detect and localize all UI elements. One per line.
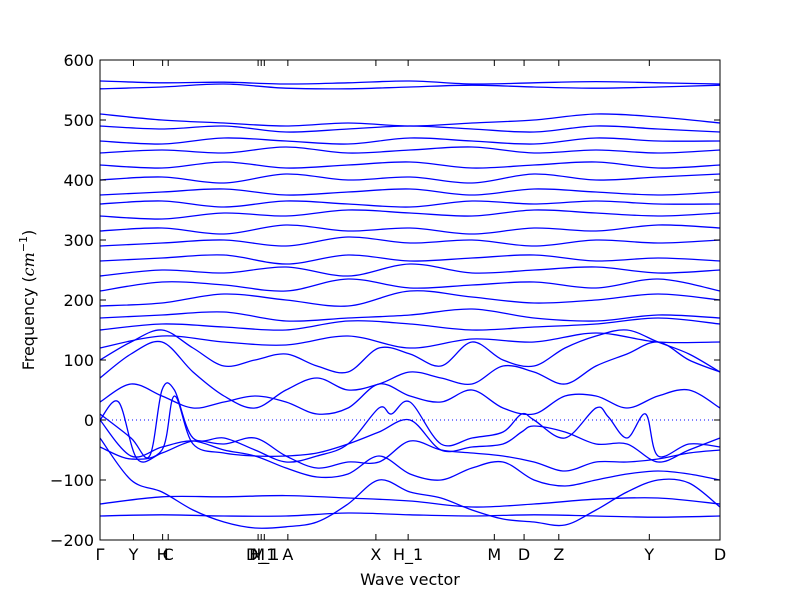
band-line-18	[99, 224, 721, 235]
y-axis-label-close: )	[19, 230, 38, 236]
y-tick-label: 0	[84, 411, 94, 430]
band-line-4	[99, 400, 721, 472]
band-line-27	[99, 113, 721, 127]
x-tick-label: Γ	[96, 545, 105, 564]
band-line-13	[99, 290, 721, 307]
band-line-3	[99, 419, 721, 487]
x-tick-label: D_1	[246, 545, 277, 565]
band-line-2	[99, 437, 721, 529]
x-tick-label: H_1	[249, 545, 279, 565]
series-layer	[99, 80, 721, 529]
band-line-5	[99, 395, 721, 463]
band-line-24	[99, 146, 721, 154]
band-line-19	[99, 209, 721, 220]
x-tick-label: D	[714, 545, 726, 564]
band-line-8	[99, 340, 721, 409]
y-tick-label: −100	[50, 471, 94, 490]
y-axis-label-main: Frequency (	[19, 276, 38, 370]
x-tick-label: Y	[643, 545, 654, 564]
band-line-25	[99, 137, 721, 145]
plot-frame	[99, 59, 721, 541]
band-line-11	[99, 317, 721, 331]
band-line-9	[99, 329, 721, 374]
y-tick-label: 600	[63, 51, 94, 70]
y-tick-label: 500	[63, 111, 94, 130]
x-tick-label: M	[251, 545, 265, 564]
x-tick-label: C	[163, 545, 174, 564]
band-line-10	[99, 332, 721, 349]
band-line-14	[99, 278, 721, 292]
band-line-12	[99, 308, 721, 322]
band-line-0	[99, 512, 721, 518]
y-tick-label: 200	[63, 291, 94, 310]
x-tick-label: Y	[128, 545, 139, 564]
y-axis-ticks: −200 −100 0 100 200 300 400 500 600	[50, 51, 720, 550]
band-line-16	[99, 254, 721, 265]
band-line-29	[99, 80, 721, 85]
band-line-20	[99, 200, 721, 208]
band-line-23	[99, 161, 721, 169]
x-tick-label: H	[157, 545, 169, 564]
x-tick-label: H_1	[393, 545, 423, 565]
y-tick-label: 300	[63, 231, 94, 250]
band-line-7	[99, 383, 721, 416]
band-line-21	[99, 188, 721, 196]
x-tick-label: X	[370, 545, 381, 564]
band-line-22	[99, 173, 721, 184]
y-tick-label: 400	[63, 171, 94, 190]
band-line-28	[99, 83, 721, 90]
x-tick-label: M	[487, 545, 501, 564]
band-line-26	[99, 125, 721, 133]
band-line-17	[99, 236, 721, 247]
x-tick-label: D	[518, 545, 530, 564]
band-line-15	[99, 263, 721, 277]
y-axis-label-unit: cm	[19, 252, 38, 276]
y-axis-label-exponent: −1	[17, 236, 30, 252]
x-axis-ticks: Γ Y HC MD_1H_1 A X H_1 M D Z Y D	[96, 60, 726, 565]
y-tick-label: 100	[63, 351, 94, 370]
y-tick-label: −200	[50, 531, 94, 550]
x-tick-label: Z	[553, 545, 564, 564]
x-tick-label: A	[282, 545, 293, 564]
band-line-6	[99, 382, 721, 463]
band-line-1	[99, 494, 721, 508]
y-axis-label: Frequency (cm−1)	[17, 230, 38, 371]
x-axis-label: Wave vector	[360, 570, 460, 589]
